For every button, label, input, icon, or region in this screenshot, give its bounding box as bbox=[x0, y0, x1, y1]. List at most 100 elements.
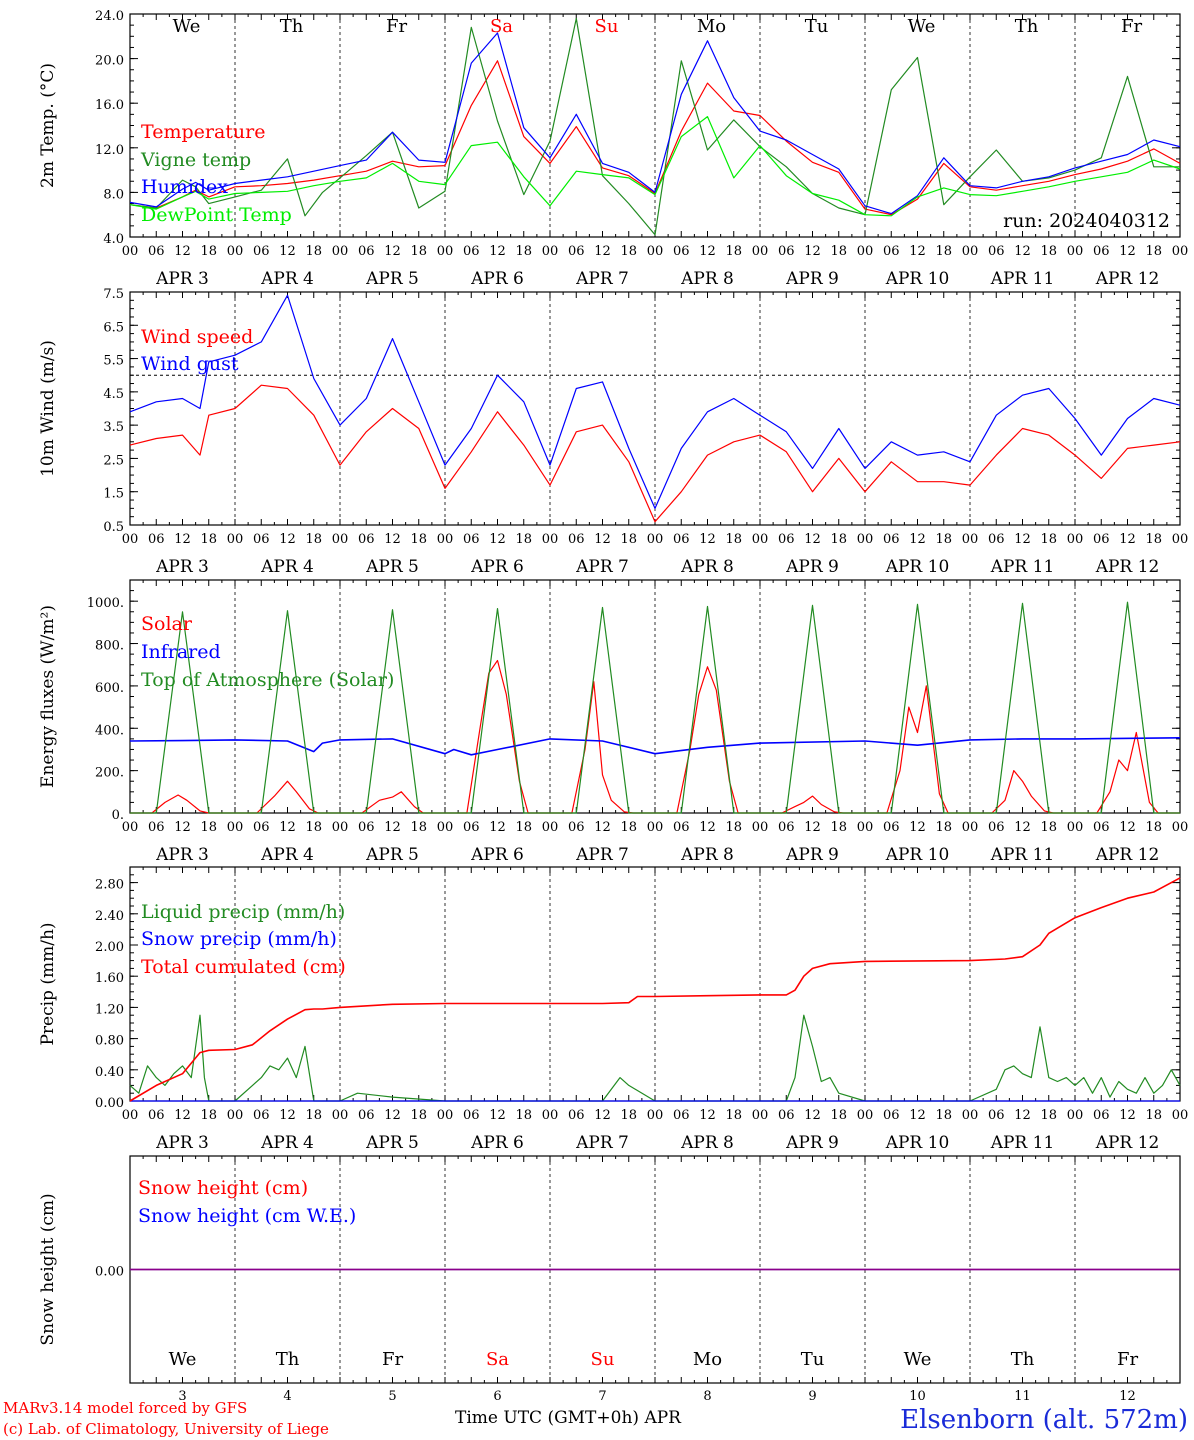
hour-tick-label: 12 bbox=[804, 820, 821, 835]
hour-tick-label: 12 bbox=[384, 244, 401, 259]
hour-tick-label: 06 bbox=[883, 532, 900, 547]
panel-2: 0.5 1.5 2.5 3.5 4.5 5.5 6.5 7.5 10m Wind (m/s) Wi… bbox=[38, 287, 1188, 577]
hour-tick-label: 06 bbox=[568, 244, 585, 259]
hour-tick-label: 12 bbox=[1119, 532, 1136, 547]
hour-tick-label: 18 bbox=[305, 532, 322, 547]
hour-tick-label: 18 bbox=[200, 244, 217, 259]
hour-tick-label: 00 bbox=[1172, 244, 1189, 259]
day-number-label: 4 bbox=[283, 1389, 291, 1404]
legend-entry: Wind speed bbox=[141, 326, 253, 348]
date-label: APR 12 bbox=[1095, 1133, 1160, 1153]
day-name-top: Su bbox=[595, 16, 619, 37]
legend-entry: Wind gust bbox=[141, 353, 239, 375]
hour-tick-label: 00 bbox=[1067, 532, 1084, 547]
day-name-bottom: Su bbox=[591, 1349, 615, 1370]
hour-tick-label: 00 bbox=[752, 820, 769, 835]
hour-tick-label: 18 bbox=[305, 820, 322, 835]
hour-tick-label: 06 bbox=[778, 244, 795, 259]
hour-tick-label: 18 bbox=[305, 244, 322, 259]
hour-tick-label: 12 bbox=[699, 820, 716, 835]
series-line-wind-gust bbox=[129, 294, 1181, 509]
hour-tick-label: 00 bbox=[332, 532, 349, 547]
y-tick-label: 600. bbox=[95, 681, 124, 696]
date-label: APR 10 bbox=[885, 269, 950, 289]
hour-tick-label: 06 bbox=[1093, 244, 1110, 259]
hour-tick-label: 00 bbox=[647, 244, 664, 259]
hour-tick-label: 18 bbox=[620, 532, 637, 547]
date-label: APR 12 bbox=[1095, 557, 1160, 577]
y-tick-label: 0.80 bbox=[95, 1034, 124, 1049]
hour-tick-label: 06 bbox=[1093, 820, 1110, 835]
hour-tick-label: 00 bbox=[437, 1108, 454, 1123]
hour-tick-label: 18 bbox=[725, 244, 742, 259]
hour-tick-label: 00 bbox=[962, 1108, 979, 1123]
hour-tick-label: 18 bbox=[935, 820, 952, 835]
day-number-label: 12 bbox=[1119, 1389, 1136, 1404]
hour-tick-label: 12 bbox=[1119, 820, 1136, 835]
series-line-total-cumulated-cm bbox=[129, 877, 1181, 1102]
hour-tick-label: 12 bbox=[594, 532, 611, 547]
hour-tick-label: 06 bbox=[358, 244, 375, 259]
hour-tick-label: 18 bbox=[1145, 820, 1162, 835]
day-name-bottom: We bbox=[904, 1349, 932, 1370]
y-tick-label: 800. bbox=[95, 639, 124, 654]
y-tick-label: 6.5 bbox=[103, 320, 124, 335]
hour-tick-label: 12 bbox=[489, 1108, 506, 1123]
date-label: APR 4 bbox=[260, 1133, 314, 1153]
date-label: APR 6 bbox=[470, 269, 524, 289]
day-name-bottom: Sa bbox=[486, 1349, 509, 1370]
day-number-label: 3 bbox=[178, 1389, 186, 1404]
hour-tick-label: 18 bbox=[1145, 244, 1162, 259]
day-number-label: 5 bbox=[388, 1389, 396, 1404]
hour-tick-label: 06 bbox=[988, 532, 1005, 547]
hour-tick-label: 06 bbox=[463, 532, 480, 547]
y-tick-label: 0.00 bbox=[95, 1265, 124, 1280]
hour-tick-label: 00 bbox=[122, 532, 139, 547]
y-tick-label: 4.0 bbox=[103, 232, 124, 247]
hour-tick-label: 00 bbox=[1067, 820, 1084, 835]
legend-entry: Temperature bbox=[141, 121, 265, 143]
hour-tick-label: 18 bbox=[515, 820, 532, 835]
hour-tick-label: 06 bbox=[673, 532, 690, 547]
day-name-top: Th bbox=[280, 16, 304, 37]
hour-tick-label: 06 bbox=[148, 1108, 165, 1123]
y-tick-label: 1.60 bbox=[95, 971, 124, 986]
date-label: APR 4 bbox=[260, 557, 314, 577]
legend-entry: Infrared bbox=[141, 641, 221, 663]
hour-tick-label: 18 bbox=[1145, 532, 1162, 547]
hour-tick-label: 12 bbox=[1119, 244, 1136, 259]
hour-tick-label: 00 bbox=[962, 244, 979, 259]
date-label: APR 5 bbox=[365, 1133, 419, 1153]
day-name-top: We bbox=[908, 16, 936, 37]
date-label: APR 3 bbox=[155, 845, 209, 865]
hour-tick-label: 06 bbox=[148, 820, 165, 835]
date-label: APR 5 bbox=[365, 269, 419, 289]
date-label: APR 3 bbox=[155, 1133, 209, 1153]
hour-tick-label: 18 bbox=[935, 1108, 952, 1123]
date-label: APR 11 bbox=[990, 845, 1055, 865]
hour-tick-label: 12 bbox=[804, 532, 821, 547]
legend-entry: Vigne temp bbox=[140, 149, 251, 171]
hour-tick-label: 18 bbox=[515, 1108, 532, 1123]
day-name-top: Fr bbox=[386, 16, 407, 37]
hour-tick-label: 00 bbox=[122, 1108, 139, 1123]
hour-tick-label: 12 bbox=[909, 820, 926, 835]
series-line-wind-speed bbox=[129, 384, 1181, 523]
day-name-bottom: Fr bbox=[1117, 1349, 1138, 1370]
hour-tick-label: 06 bbox=[1093, 1108, 1110, 1123]
date-label: APR 11 bbox=[990, 269, 1055, 289]
date-label: APR 7 bbox=[575, 1133, 629, 1153]
hour-tick-label: 00 bbox=[1172, 820, 1189, 835]
legend-entry: Total cumulated (cm) bbox=[141, 956, 346, 978]
y-tick-label: 8.0 bbox=[103, 187, 124, 202]
hour-tick-label: 18 bbox=[200, 1108, 217, 1123]
hour-tick-label: 06 bbox=[988, 820, 1005, 835]
hour-tick-label: 12 bbox=[699, 532, 716, 547]
hour-tick-label: 18 bbox=[410, 820, 427, 835]
hour-tick-label: 00 bbox=[857, 1108, 874, 1123]
hour-tick-label: 12 bbox=[909, 244, 926, 259]
series-line-solar bbox=[130, 659, 1180, 814]
hour-tick-label: 00 bbox=[122, 244, 139, 259]
date-label: APR 3 bbox=[155, 557, 209, 577]
date-label: APR 7 bbox=[575, 557, 629, 577]
